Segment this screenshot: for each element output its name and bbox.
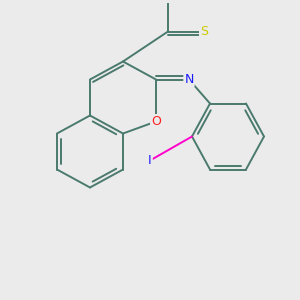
Text: O: O: [151, 115, 161, 128]
Text: N: N: [184, 73, 194, 86]
Text: N: N: [163, 0, 173, 2]
Text: S: S: [200, 25, 208, 38]
Text: I: I: [148, 154, 152, 167]
